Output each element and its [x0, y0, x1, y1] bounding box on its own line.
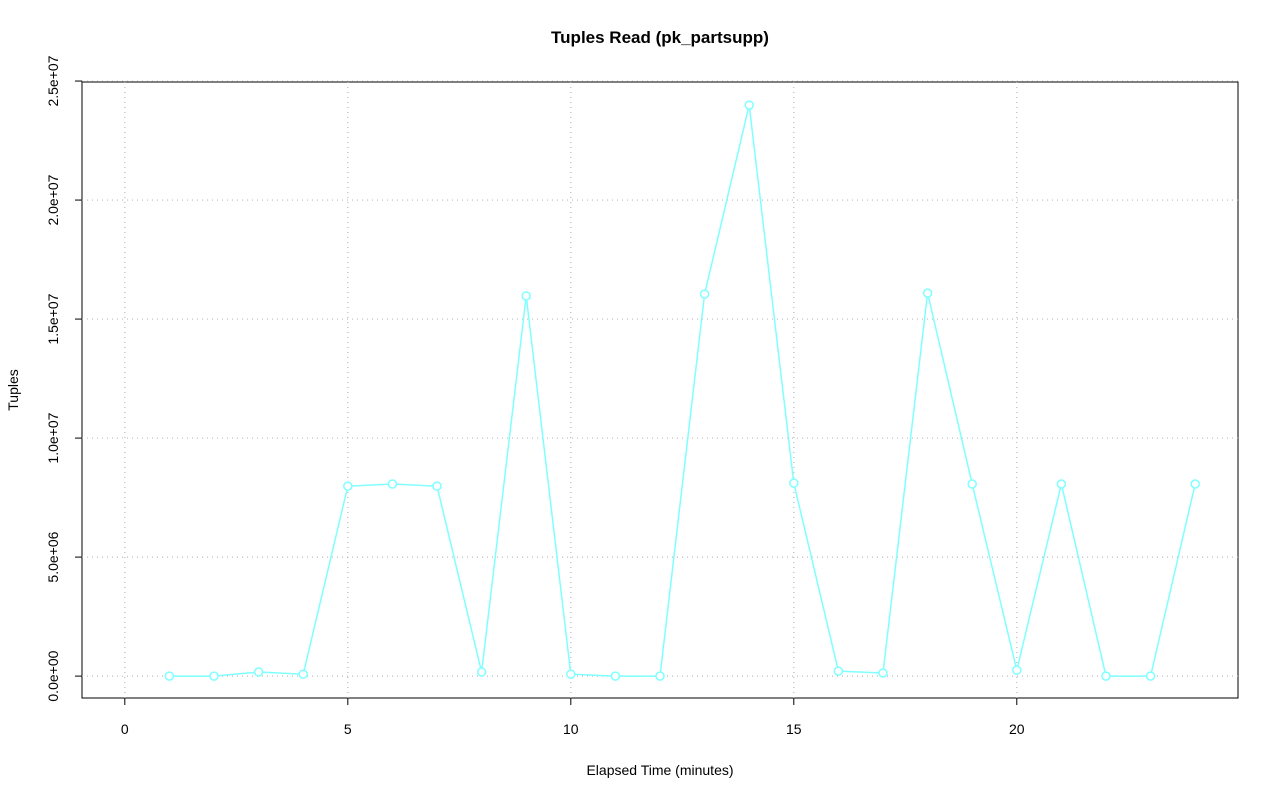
data-point [789, 478, 799, 488]
x-tick-label: 0 [121, 721, 129, 737]
x-tick-label: 5 [344, 721, 352, 737]
data-point [833, 666, 844, 676]
data-point [387, 479, 398, 489]
data-point [566, 669, 576, 679]
y-tick-label: 1.5e+07 [45, 293, 61, 344]
data-point [922, 288, 933, 298]
data-point [967, 479, 977, 489]
data-point [878, 668, 888, 678]
data-point [610, 671, 621, 681]
x-tick-label: 20 [1009, 721, 1025, 737]
data-point [298, 669, 308, 679]
y-tick-label: 0.0e+00 [45, 650, 61, 701]
data-point [655, 671, 665, 681]
x-axis-label: Elapsed Time (minutes) [586, 762, 733, 778]
chart-title: Tuples Read (pk_partsupp) [551, 28, 769, 47]
data-point [699, 289, 710, 299]
data-point [253, 667, 264, 677]
y-tick-label: 5.0e+06 [45, 531, 61, 582]
data-point [1101, 671, 1111, 681]
data-point [1056, 479, 1067, 489]
x-tick-label: 10 [563, 721, 579, 737]
data-point [1012, 665, 1022, 675]
y-tick-label: 2.0e+07 [45, 174, 61, 225]
data-point [521, 291, 531, 301]
data-point [1190, 479, 1200, 489]
data-point [209, 671, 219, 681]
y-tick-label: 2.5e+07 [45, 55, 61, 106]
y-tick-label: 1.0e+07 [45, 412, 61, 463]
data-point [1145, 671, 1156, 681]
data-point [476, 667, 487, 677]
plot-frame [81, 81, 1239, 699]
x-tick-label: 15 [786, 721, 802, 737]
y-axis-label: Tuples [5, 369, 21, 411]
data-point [164, 671, 175, 681]
data-point [343, 481, 353, 491]
data-point [432, 481, 442, 491]
data-point [744, 100, 754, 110]
data-line [169, 104, 1196, 677]
